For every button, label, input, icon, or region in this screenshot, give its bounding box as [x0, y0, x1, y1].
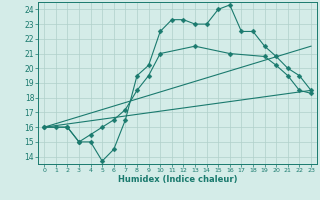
X-axis label: Humidex (Indice chaleur): Humidex (Indice chaleur) [118, 175, 237, 184]
